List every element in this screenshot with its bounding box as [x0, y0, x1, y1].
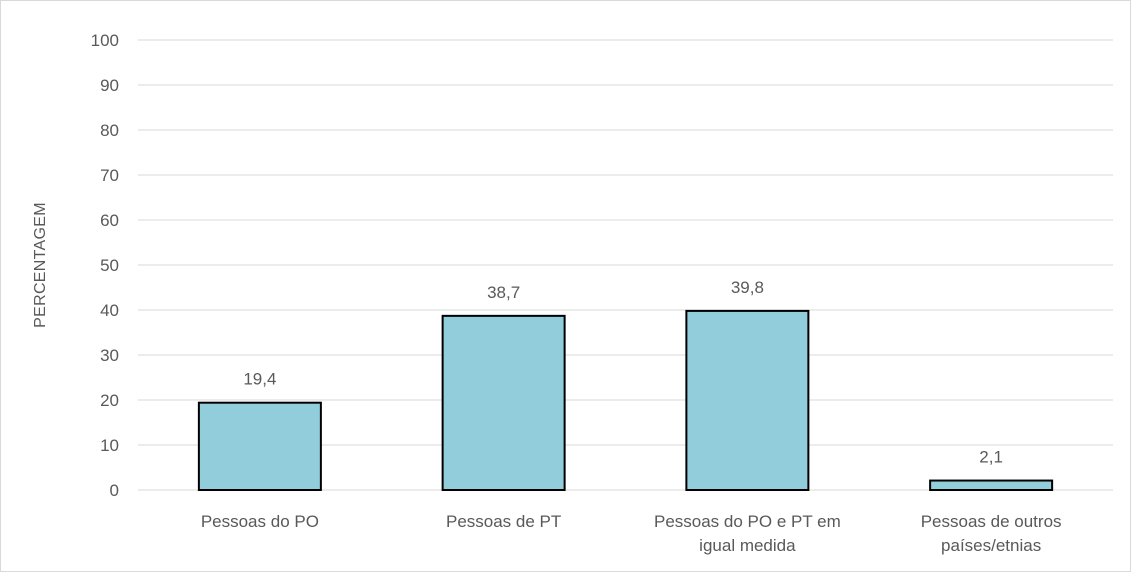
y-tick-label: 80 — [100, 121, 119, 140]
x-category-label: Pessoas de outros países/etnias — [921, 512, 1062, 555]
y-tick-label: 50 — [100, 256, 119, 275]
bar — [929, 479, 1054, 491]
data-label: 39,8 — [731, 278, 764, 297]
x-category-label: Pessoas do PO — [201, 512, 319, 531]
bar-layer — [197, 309, 1054, 492]
y-tick-label: 30 — [100, 346, 119, 365]
x-category-label: Pessoas do PO e PT em igual medida — [654, 512, 841, 555]
data-label: 2,1 — [979, 448, 1003, 467]
y-tick-label: 70 — [100, 166, 119, 185]
bar — [441, 314, 566, 491]
y-tick-label: 40 — [100, 301, 119, 320]
y-tick-label: 60 — [100, 211, 119, 230]
bar — [197, 401, 322, 492]
label-layer: 0 10 20 30 40 50 60 70 80 90 100 19,4 Pessoas do PO 3… — [91, 31, 1062, 555]
y-tick-label: 90 — [100, 76, 119, 95]
data-label: 38,7 — [487, 283, 520, 302]
data-label: 19,4 — [243, 370, 276, 389]
y-tick-label: 100 — [91, 31, 119, 50]
y-axis-title: PERCENTAGEM — [32, 202, 49, 328]
y-tick-label: 10 — [100, 436, 119, 455]
y-tick-label: 20 — [100, 391, 119, 410]
y-tick-label: 0 — [110, 481, 119, 500]
x-category-label: Pessoas de PT — [446, 512, 561, 531]
bar — [685, 309, 810, 491]
